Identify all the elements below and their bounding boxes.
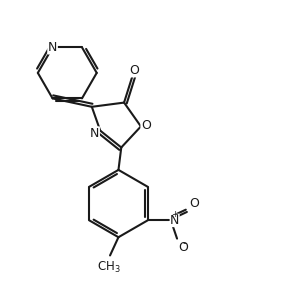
Text: O: O: [189, 197, 199, 210]
Text: N: N: [170, 214, 179, 227]
Text: +: +: [171, 210, 178, 219]
Text: -: -: [183, 238, 187, 248]
Text: N: N: [90, 127, 99, 140]
Text: O: O: [129, 64, 139, 77]
Text: CH$_3$: CH$_3$: [97, 260, 120, 275]
Text: O: O: [178, 241, 188, 255]
Text: N: N: [48, 41, 57, 54]
Text: O: O: [141, 118, 151, 132]
